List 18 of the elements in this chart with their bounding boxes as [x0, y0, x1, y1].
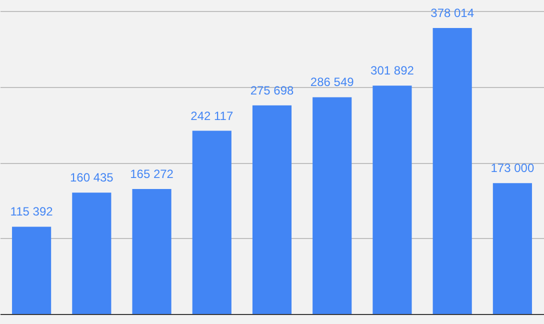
data-label: 173 000 [490, 161, 534, 176]
bar [372, 86, 412, 314]
data-label: 301 892 [370, 64, 414, 78]
bar [72, 192, 112, 314]
bar [132, 188, 172, 314]
data-label: 165 272 [130, 166, 174, 181]
bar [192, 130, 232, 314]
data-label: 378 014 [430, 6, 474, 20]
bar [432, 28, 472, 314]
bar [12, 226, 52, 314]
data-label: 242 117 [190, 108, 234, 123]
bar [492, 183, 532, 314]
data-label: 275 698 [250, 83, 294, 98]
data-label: 115 392 [10, 204, 54, 219]
data-label: 286 549 [310, 75, 354, 90]
bar [312, 97, 352, 314]
data-label: 160 435 [70, 170, 114, 185]
bar [252, 105, 292, 314]
